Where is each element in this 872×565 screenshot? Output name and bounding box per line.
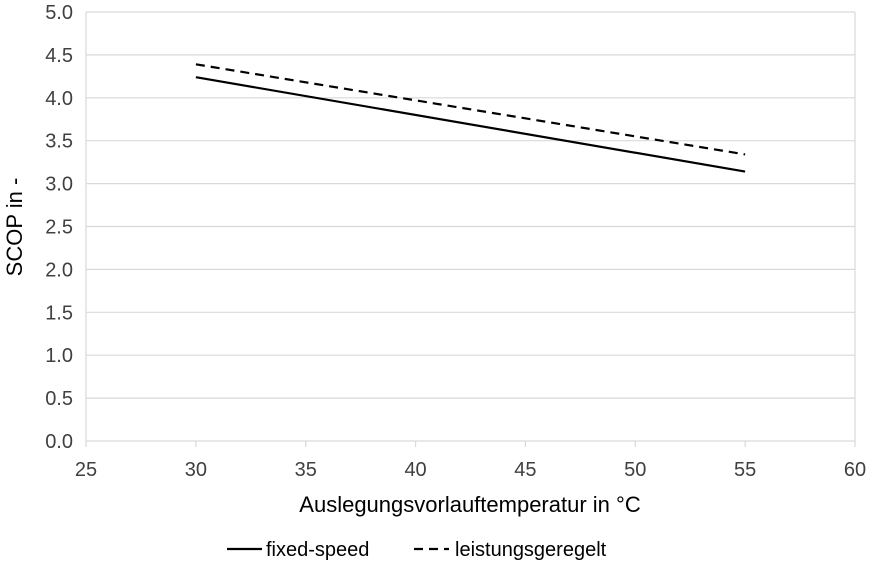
y-tick-label: 3.0 [45, 174, 73, 196]
legend-label-fixed-speed: fixed-speed [266, 539, 369, 561]
y-tick-label: 3.5 [45, 131, 73, 153]
x-tick-label: 50 [624, 459, 646, 481]
x-tick-label: 35 [295, 459, 317, 481]
y-axis-title: SCOP in - [2, 178, 27, 277]
x-tick-label: 45 [514, 459, 536, 481]
y-tick-label: 2.0 [45, 259, 73, 281]
y-tick-label: 4.0 [45, 88, 73, 110]
y-tick-label: 2.5 [45, 217, 73, 239]
x-tick-label: 40 [404, 459, 426, 481]
x-axis-ticks: 25 30 35 40 45 50 55 60 [75, 441, 866, 481]
series-line-fixed-speed [195, 76, 746, 173]
x-tick-label: 55 [734, 459, 756, 481]
series-lines [195, 63, 746, 173]
y-axis-ticks: 0.0 0.5 1.0 1.5 2.0 2.5 3.0 3.5 4.0 4.5 5.0 [45, 2, 73, 453]
y-tick-label: 0.0 [45, 431, 73, 453]
y-tick-label: 5.0 [45, 2, 73, 24]
x-tick-label: 30 [185, 459, 207, 481]
series-line-leistungsgeregelt [195, 63, 746, 156]
x-tick-label: 25 [75, 459, 97, 481]
y-tick-label: 4.5 [45, 45, 73, 67]
x-axis-title: Auslegungsvorlauftemperatur in °C [299, 492, 641, 517]
y-tick-label: 1.5 [45, 302, 73, 324]
grid-lines [85, 11, 856, 442]
legend: fixed-speed leistungsgeregelt [227, 539, 607, 561]
legend-label-leistungsgeregelt: leistungsgeregelt [455, 539, 607, 561]
y-tick-label: 1.0 [45, 345, 73, 367]
y-tick-label: 0.5 [45, 388, 73, 410]
x-tick-label: 60 [844, 459, 866, 481]
